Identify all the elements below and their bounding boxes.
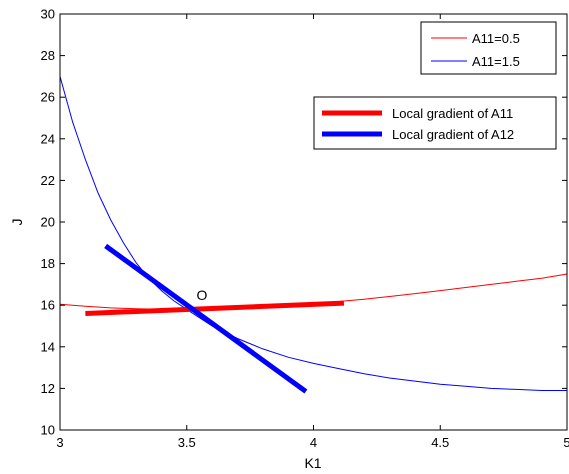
- x-tick-label: 3: [56, 435, 63, 450]
- gradients-layer: [85, 243, 345, 394]
- y-tick-label: 18: [41, 256, 55, 271]
- legend-curves-box: [420, 21, 557, 75]
- x-tick-label: 4.5: [431, 435, 449, 450]
- y-tick-label: 12: [41, 381, 55, 396]
- x-tick-label: 5: [563, 435, 569, 450]
- x-tick-label: 4: [310, 435, 317, 450]
- gradient-line-1: [85, 300, 345, 317]
- annotations-layer: O: [197, 287, 208, 303]
- x-tick-label: 3.5: [178, 435, 196, 450]
- y-axis-label: J: [9, 219, 25, 226]
- legend-curves: A11=0.5 A11=1.5: [420, 21, 557, 75]
- point-label: O: [197, 287, 208, 303]
- ticks-layer: 3 3.5 4 4.5 5 10 12 14 16 18 20 22 24 26 28 30: [41, 7, 569, 451]
- legend-gradients: Local gradient of A11 Local gradient of …: [313, 96, 557, 150]
- y-tick-label: 16: [41, 298, 55, 313]
- legend-label-a11-05: A11=0.5: [472, 31, 520, 46]
- y-tick-label: 26: [41, 90, 55, 105]
- y-tick-label: 10: [41, 423, 55, 438]
- gradient-line-2: [104, 243, 308, 394]
- legend-label-gradient-a11: Local gradient of A11: [392, 106, 513, 121]
- plot-background: [60, 14, 567, 430]
- x-axis-label: K1: [304, 455, 321, 471]
- y-tick-label: 24: [41, 131, 55, 146]
- legend-gradients-box: [313, 96, 557, 150]
- legend-label-gradient-a12: Local gradient of A12: [392, 127, 514, 142]
- plot-frame: [59, 13, 568, 431]
- y-tick-label: 22: [41, 173, 55, 188]
- y-tick-label: 28: [41, 48, 55, 63]
- y-tick-label: 30: [41, 7, 55, 22]
- legend-label-a11-15: A11=1.5: [472, 54, 520, 69]
- y-tick-label: 14: [41, 339, 55, 354]
- y-tick-label: 20: [41, 215, 55, 230]
